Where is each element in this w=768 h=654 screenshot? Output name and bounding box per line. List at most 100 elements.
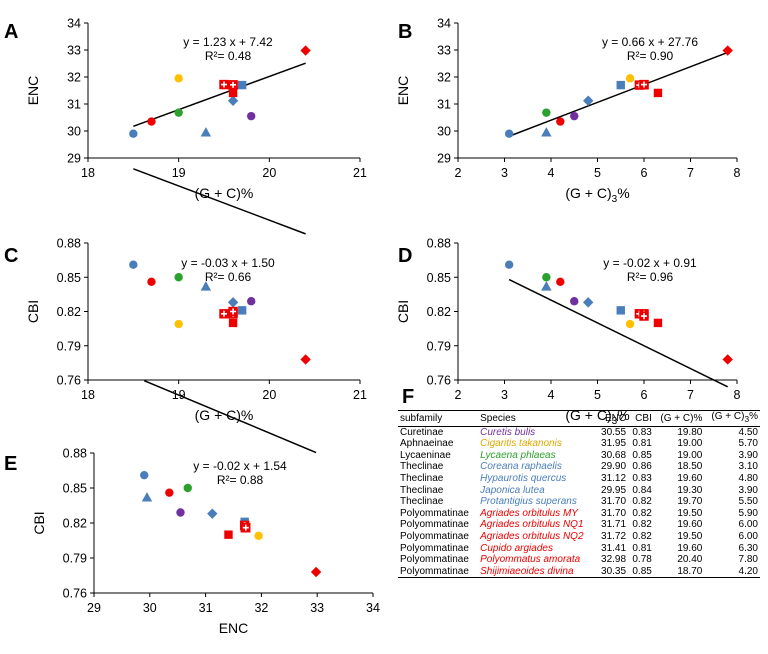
x-tick-label: 20: [262, 388, 276, 402]
r-squared-label: R²= 0.88: [217, 473, 264, 487]
data-point-cross: [641, 313, 647, 320]
cell-species: Polyommatus amorata: [480, 554, 581, 566]
x-axis-label-base: (G + C)%: [195, 407, 254, 423]
regression-line: [143, 379, 317, 454]
chart-panel-a: A 29 30 31 32 33 34 18 19 20 21 (G + C)% ENC y = 1.23…: [4, 17, 367, 202]
regression-line: [133, 62, 306, 127]
x-tick-label: 32: [254, 601, 268, 615]
cell-enc: 31.12: [601, 472, 627, 484]
data-point-cross: [641, 81, 647, 88]
x-tick-label: 19: [172, 166, 186, 180]
table-row: Polyommatinae Shijimiaeoides divina 30.35 0…: [398, 565, 760, 579]
cell-gc: 19.00: [677, 449, 703, 461]
header-enc: ENC: [596, 410, 629, 427]
cell-enc: 30.68: [601, 449, 627, 461]
cell-cbi: 0.82: [632, 530, 652, 542]
data-point-square: [228, 88, 238, 98]
regression-equation: y = -0.02 x + 1.54: [193, 459, 287, 473]
data-point-square: [653, 88, 663, 98]
data-point-diamond: [227, 95, 239, 106]
data-point-cross: [242, 524, 249, 531]
cell-subfamily: Lycaeninae: [400, 449, 451, 461]
cell-gc: 19.00: [677, 438, 703, 450]
cell-enc: 31.41: [601, 542, 627, 554]
cell-cbi: 0.83: [632, 426, 652, 438]
data-point-diamond: [722, 354, 733, 365]
x-tick-label: 2: [455, 388, 462, 402]
y-tick-label: 31: [437, 98, 451, 112]
regression-equation: y = 1.23 x + 7.42: [183, 35, 273, 49]
cell-gc: 19.60: [677, 542, 703, 554]
data-point-circle: [625, 319, 635, 329]
cell-species: Hypaurotis quercus: [480, 472, 567, 484]
data-point-square: [616, 306, 625, 315]
cell-species: Lycaena phlaeas: [480, 449, 556, 461]
cell-gc: 19.60: [677, 472, 703, 484]
cell-gc: 19.60: [677, 519, 703, 531]
regression-line: [508, 51, 728, 137]
y-tick-label: 0.88: [63, 447, 87, 461]
data-point-circle: [247, 297, 256, 306]
x-tick-label: 34: [366, 601, 380, 615]
x-axis-label-base: ENC: [219, 620, 249, 636]
y-tick-label: 33: [67, 44, 81, 58]
cell-subfamily: Polyommatinae: [400, 554, 469, 566]
cell-gc3: 5.70: [738, 438, 758, 450]
cell-enc: 30.55: [601, 426, 627, 438]
x-tick-label: 7: [687, 166, 694, 180]
y-tick-label: 0.82: [427, 305, 451, 319]
cell-enc: 31.70: [601, 507, 627, 519]
data-point-circle: [247, 111, 256, 121]
cell-gc3: 3.90: [738, 449, 758, 461]
table-row: Polyommatinae Agriades orbitulus NQ2 31.72…: [398, 531, 760, 543]
table-row: Aphnaeinae Cigaritis takanonis 31.95 0.81 19…: [398, 438, 760, 450]
x-axis-label: (G + C)%: [195, 407, 254, 423]
panel-letter-f: F: [402, 386, 415, 408]
cell-gc3: 4.50: [738, 426, 758, 438]
panel-letter-b: B: [398, 21, 412, 43]
data-point-diamond: [310, 566, 322, 578]
r-squared-label: R²= 0.66: [205, 270, 252, 284]
data-point-triangle: [200, 281, 212, 291]
data-point-diamond: [722, 45, 733, 56]
data-point-triangle: [200, 127, 212, 137]
data-point-circle: [140, 470, 149, 480]
x-tick-label: 3: [501, 388, 508, 402]
y-tick-label: 0.76: [63, 587, 87, 601]
cell-species: Shijimiaeoides divina: [478, 565, 597, 579]
x-axis-label: ENC: [219, 620, 249, 636]
y-axis-label: CBI: [31, 511, 47, 534]
cell-cbi: 0.82: [632, 507, 652, 519]
y-axis-label: CBI: [395, 300, 411, 323]
cell-subfamily: Theclinae: [400, 461, 444, 473]
cell-cbi: 0.78: [632, 554, 652, 566]
cell-enc: 32.98: [601, 554, 627, 566]
panel-letter-a: A: [4, 21, 18, 43]
cell-species: Agriades orbitulus NQ2: [480, 530, 584, 542]
y-tick-label: 0.76: [57, 374, 81, 388]
cell-gc: 20.40: [677, 554, 703, 566]
cell-enc: 30.35: [596, 565, 629, 579]
regression-equation: y = -0.02 x + 0.91: [603, 256, 697, 270]
y-tick-label: 0.82: [57, 305, 81, 319]
x-tick-label: 4: [548, 166, 555, 180]
data-point-cross: [230, 308, 237, 315]
x-tick-label: 4: [548, 388, 555, 402]
x-tick-label: 31: [199, 601, 213, 615]
y-tick-label: 29: [437, 152, 451, 166]
x-tick-label: 8: [734, 388, 741, 402]
cell-gc3: 5.90: [738, 507, 758, 519]
species-table: subfamily Species ENC CBI (G + C)% (G + …: [398, 410, 760, 579]
x-tick-label: 6: [641, 388, 648, 402]
regression-line: [133, 168, 306, 235]
cell-cbi: 0.82: [632, 519, 652, 531]
y-tick-label: 0.79: [57, 339, 81, 353]
y-tick-label: 33: [437, 44, 451, 58]
cell-species: Protantigius superans: [480, 496, 577, 508]
cell-species: Agriades orbitulus MY: [480, 507, 578, 519]
data-point-diamond: [300, 354, 311, 365]
y-axis-label: CBI: [25, 300, 41, 323]
data-point-square: [237, 80, 247, 90]
data-point-triangle: [541, 281, 552, 291]
